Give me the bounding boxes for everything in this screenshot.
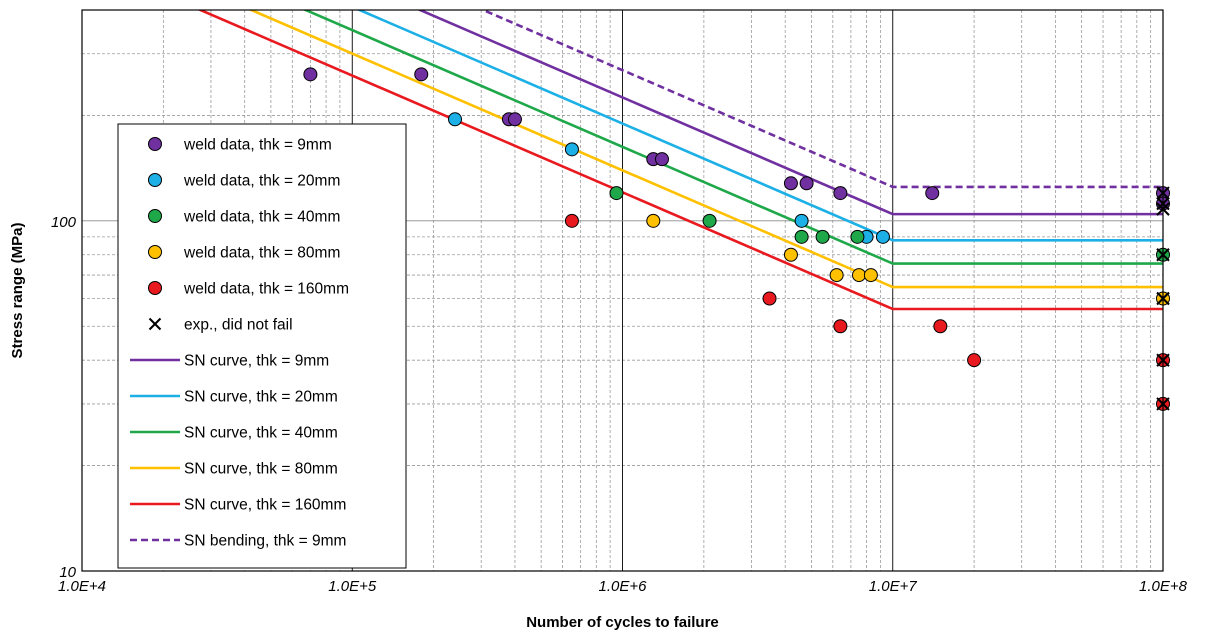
legend-item: exp., did not fail <box>148 317 293 334</box>
weld-data-point <box>794 213 809 228</box>
weld-data-point <box>702 213 717 228</box>
legend-item: SN curve, thk = 9mm <box>130 353 329 370</box>
x-tick-label: 1.0E+4 <box>58 578 106 595</box>
legend-label: SN curve, thk = 40mm <box>184 425 338 442</box>
legend-label: weld data, thk = 160mm <box>183 281 349 298</box>
x-tick-label: 1.0E+5 <box>328 578 377 595</box>
legend-cross-swatch <box>148 317 162 331</box>
weld-data-point <box>414 67 429 82</box>
sn-line <box>479 10 1163 189</box>
legend-circle-swatch <box>148 245 162 259</box>
legend-label: SN curve, thk = 160mm <box>184 497 346 514</box>
weld-data-point <box>829 268 844 283</box>
legend-box <box>117 123 407 569</box>
weld-data-point <box>303 67 318 82</box>
legend-label: SN curve, thk = 80mm <box>184 461 338 478</box>
legend: weld data, thk = 9mm weld data, thk = 20m… <box>117 123 407 569</box>
x-tick-label: 1.0E+8 <box>1139 578 1188 595</box>
weld-data-point <box>564 213 579 228</box>
sn-line <box>302 10 1163 265</box>
legend-circle-swatch <box>148 137 162 151</box>
weld-data-point <box>448 112 463 127</box>
weld-data-point <box>815 229 830 244</box>
legend-label: exp., did not fail <box>184 317 293 334</box>
weld-data-point <box>875 229 890 244</box>
legend-item: SN curve, thk = 40mm <box>130 425 338 442</box>
legend-circle-swatch <box>148 173 162 187</box>
legend-circle-swatch <box>148 209 162 223</box>
legend-item: weld data, thk = 9mm <box>148 137 332 154</box>
legend-item: SN curve, thk = 20mm <box>130 389 338 406</box>
x-axis-title: Number of cycles to failure <box>526 614 719 631</box>
sn-line <box>197 10 1163 311</box>
legend-label: weld data, thk = 80mm <box>183 245 340 262</box>
weld-data-point <box>851 268 866 283</box>
weld-data-point <box>925 186 940 201</box>
y-axis-title: Stress range (MPa) <box>9 223 26 359</box>
weld-data-point <box>799 176 814 191</box>
weld-data-point <box>654 152 669 167</box>
legend-label: weld data, thk = 9mm <box>183 137 332 154</box>
weld-data-point <box>833 319 848 334</box>
legend-item: weld data, thk = 20mm <box>148 173 340 190</box>
weld-data-point <box>783 247 798 262</box>
legend-item: SN curve, thk = 160mm <box>130 497 346 514</box>
legend-label: SN bending, thk = 9mm <box>184 533 346 550</box>
y-tick-label: 10 <box>59 564 76 581</box>
x-tick-label: 1.0E+6 <box>599 578 648 595</box>
legend-circle-swatch <box>148 281 162 295</box>
weld-data-point <box>783 176 798 191</box>
x-axis-ticks: 1.0E+4 1.0E+5 1.0E+6 1.0E+7 1.0E+8 <box>58 578 1188 595</box>
legend-label: SN curve, thk = 9mm <box>184 353 329 370</box>
weld-data-point <box>564 142 579 157</box>
weld-data-point <box>762 291 777 306</box>
weld-data-point <box>850 229 865 244</box>
weld-data-point <box>967 353 982 368</box>
legend-item: weld data, thk = 80mm <box>148 245 340 262</box>
weld-data-point <box>833 186 848 201</box>
x-tick-label: 1.0E+7 <box>869 578 918 595</box>
sn-line <box>356 10 1163 242</box>
legend-item: SN curve, thk = 80mm <box>130 461 338 478</box>
weld-data-point <box>863 268 878 283</box>
y-axis-ticks: 10 100 <box>51 214 77 581</box>
legend-item: SN bending, thk = 9mm <box>130 533 346 550</box>
sn-line <box>416 10 1163 216</box>
legend-item: weld data, thk = 160mm <box>148 281 349 298</box>
weld-data-point <box>646 213 661 228</box>
legend-item: weld data, thk = 40mm <box>148 209 340 226</box>
legend-label: weld data, thk = 40mm <box>183 209 340 226</box>
legend-label: SN curve, thk = 20mm <box>184 389 338 406</box>
plot-frame <box>81 9 1164 572</box>
weld-data-point <box>933 319 948 334</box>
sn-curves <box>197 10 1163 311</box>
legend-label: weld data, thk = 20mm <box>183 173 340 190</box>
sn-line <box>248 10 1163 289</box>
cross-stroke <box>148 317 162 331</box>
weld-data-point <box>794 229 809 244</box>
weld-data-point <box>507 112 522 127</box>
weld-data-point <box>609 186 624 201</box>
y-tick-label: 100 <box>51 214 77 231</box>
